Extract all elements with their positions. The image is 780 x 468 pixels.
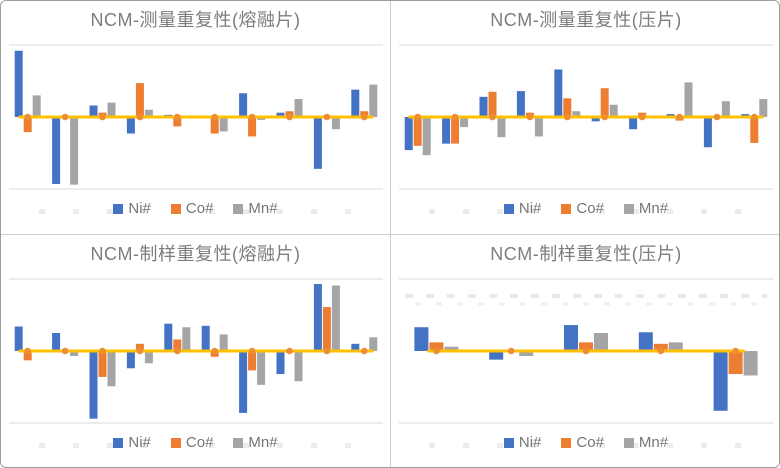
ni-swatch-icon bbox=[503, 203, 514, 214]
chart-legend: Ni# Co# Mn# bbox=[113, 434, 278, 451]
mn-swatch-icon bbox=[233, 203, 244, 214]
co-swatch-icon bbox=[561, 203, 572, 214]
chart-panel-measure-fused: NCM-测量重复性(熔融片) Ni# Co# Mn# bbox=[1, 1, 391, 235]
legend-label-ni: Ni# bbox=[518, 200, 542, 217]
bar-line-chart bbox=[8, 278, 383, 424]
ni-swatch-icon bbox=[113, 437, 124, 448]
legend-label-co: Co# bbox=[185, 200, 214, 217]
legend-item-ni: Ni# bbox=[503, 434, 542, 451]
faint-axis-labels bbox=[429, 209, 743, 214]
legend-item-co: Co# bbox=[170, 434, 214, 451]
co-swatch-icon bbox=[170, 203, 181, 214]
legend-item-ni: Ni# bbox=[113, 434, 151, 451]
legend-row: Ni# Co# Mn# bbox=[1, 200, 390, 217]
mn-swatch-icon bbox=[623, 203, 634, 214]
legend-item-mn: Mn# bbox=[623, 434, 669, 451]
legend-label-mn: Mn# bbox=[248, 434, 278, 451]
chart-title: NCM-测量重复性(熔融片) bbox=[90, 10, 301, 30]
legend-item-co: Co# bbox=[561, 200, 604, 217]
legend-row: Ni# Co# Mn# bbox=[391, 434, 779, 451]
bar-line-chart bbox=[399, 278, 773, 424]
legend-item-ni: Ni# bbox=[503, 200, 542, 217]
legend-label-mn: Mn# bbox=[248, 200, 278, 217]
legend-label-ni: Ni# bbox=[128, 200, 151, 217]
ni-swatch-icon bbox=[113, 203, 124, 214]
co-swatch-icon bbox=[170, 437, 181, 448]
bar-line-chart bbox=[8, 44, 383, 190]
co-swatch-icon bbox=[561, 437, 572, 448]
faint-axis-labels bbox=[39, 209, 352, 214]
legend-item-ni: Ni# bbox=[113, 200, 151, 217]
legend-label-ni: Ni# bbox=[518, 434, 542, 451]
legend-item-co: Co# bbox=[170, 200, 214, 217]
faint-axis-labels bbox=[39, 443, 352, 448]
legend-label-co: Co# bbox=[185, 434, 214, 451]
legend-item-mn: Mn# bbox=[233, 434, 278, 451]
chart-title: NCM-制样重复性(压片) bbox=[490, 244, 682, 264]
chart-panel-prep-fused: NCM-制样重复性(熔融片) Ni# Co# Mn# bbox=[1, 235, 391, 467]
ni-swatch-icon bbox=[503, 437, 514, 448]
chart-panel-prep-pressed: NCM-制样重复性(压片) Ni# Co# Mn# bbox=[391, 235, 779, 467]
legend-item-mn: Mn# bbox=[623, 200, 669, 217]
faint-axis-labels bbox=[429, 443, 743, 448]
legend-row: Ni# Co# Mn# bbox=[1, 434, 390, 451]
legend-label-co: Co# bbox=[576, 200, 604, 217]
legend-label-ni: Ni# bbox=[128, 434, 151, 451]
legend-label-mn: Mn# bbox=[638, 200, 669, 217]
bar-line-chart bbox=[399, 44, 773, 190]
mn-swatch-icon bbox=[623, 437, 634, 448]
mn-swatch-icon bbox=[233, 437, 244, 448]
legend-label-mn: Mn# bbox=[638, 434, 669, 451]
chart-legend: Ni# Co# Mn# bbox=[503, 434, 669, 451]
chart-legend: Ni# Co# Mn# bbox=[113, 200, 278, 217]
legend-item-co: Co# bbox=[561, 434, 604, 451]
chart-legend: Ni# Co# Mn# bbox=[503, 200, 669, 217]
chart-title: NCM-制样重复性(熔融片) bbox=[90, 244, 301, 264]
legend-item-mn: Mn# bbox=[233, 200, 278, 217]
chart-panel-measure-pressed: NCM-测量重复性(压片) Ni# Co# Mn# bbox=[391, 1, 779, 235]
legend-row: Ni# Co# Mn# bbox=[391, 200, 779, 217]
chart-title: NCM-测量重复性(压片) bbox=[490, 10, 682, 30]
legend-label-co: Co# bbox=[576, 434, 604, 451]
